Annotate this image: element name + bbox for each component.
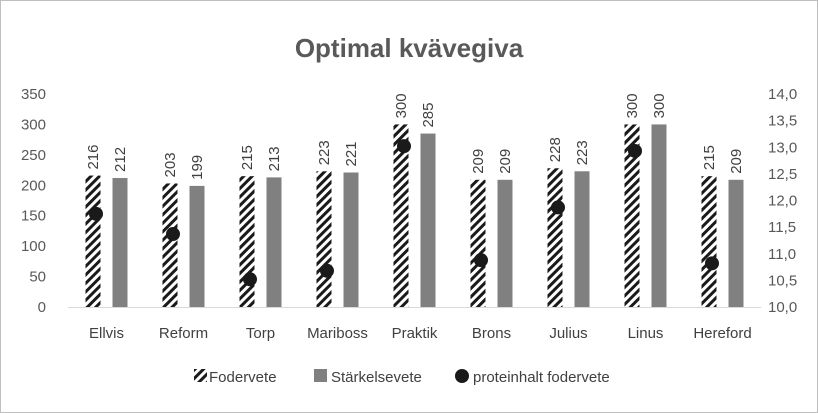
bar-fodervete-reform: [162, 183, 178, 307]
data-label-fodervete-torp: 215: [239, 145, 256, 170]
legend-label-starkelsevete: Stärkelsevete: [331, 369, 422, 386]
bar-fodervete-linus: [624, 124, 640, 307]
legend-swatch-starkelsevete: [314, 369, 327, 382]
data-label-starkelsevete-brons: 209: [497, 149, 514, 174]
point-proteinhalt-julius: [551, 200, 565, 215]
data-labels-group: 216 212 203 199 215 213 223 221 300 285 209 209 228 2…: [85, 93, 745, 179]
category-label-julius: Julius: [549, 325, 587, 342]
point-proteinhalt-torp: [243, 272, 257, 287]
category-label-hereford: Hereford: [693, 325, 751, 342]
bar-starkelsevete-brons: [497, 179, 513, 307]
right-axis-tick-label: 10,5: [768, 272, 797, 289]
right-axis-tick-label: 11,5: [768, 219, 796, 236]
data-label-fodervete-linus: 300: [624, 93, 641, 118]
data-label-starkelsevete-ellvis: 212: [112, 147, 129, 172]
data-label-fodervete-praktik: 300: [393, 93, 410, 118]
legend: Fodervete Stärkelsevete proteinhalt fode…: [194, 369, 610, 386]
left-axis-tick-label: 0: [38, 299, 46, 316]
data-label-fodervete-mariboss: 223: [316, 140, 333, 165]
points-group: [89, 139, 719, 287]
category-label-linus: Linus: [628, 325, 664, 342]
category-label-reform: Reform: [159, 325, 208, 342]
legend-label-fodervete: Fodervete: [209, 369, 277, 386]
chart-title: Optimal kvävegiva: [295, 33, 524, 63]
bar-fodervete-praktik: [393, 124, 409, 307]
right-axis-tick-label: 14,0: [768, 86, 797, 103]
bar-starkelsevete-torp: [266, 177, 282, 307]
category-labels: Ellvis Reform Torp Mariboss Praktik Brons Juli…: [89, 325, 752, 342]
category-label-praktik: Praktik: [392, 325, 438, 342]
left-axis-tick-label: 200: [21, 177, 46, 194]
left-axis-tick-label: 350: [21, 86, 46, 103]
bar-fodervete-torp: [239, 176, 255, 307]
right-axis-tick-label: 11,0: [768, 246, 796, 263]
right-axis-tick-label: 12,5: [768, 166, 797, 183]
bars-group: [85, 124, 744, 307]
right-axis-tick-label: 13,5: [768, 113, 797, 130]
bar-starkelsevete-praktik: [420, 133, 436, 307]
data-label-starkelsevete-hereford: 209: [728, 149, 745, 174]
left-axis-tick-label: 300: [21, 116, 46, 133]
legend-swatch-fodervete: [194, 369, 207, 382]
data-label-fodervete-ellvis: 216: [85, 145, 102, 170]
data-label-fodervete-hereford: 215: [701, 145, 718, 170]
left-axis-tick-label: 50: [29, 269, 46, 286]
category-label-torp: Torp: [246, 325, 275, 342]
data-label-starkelsevete-praktik: 285: [420, 103, 437, 128]
left-axis-tick-label: 250: [21, 147, 46, 164]
point-proteinhalt-brons: [474, 253, 488, 268]
data-label-starkelsevete-mariboss: 221: [343, 141, 360, 166]
right-axis-ticks: 10,0 10,5 11,0 11,5 12,0 12,5 13,0 13,5 14,0: [768, 86, 797, 316]
data-label-starkelsevete-linus: 300: [651, 93, 668, 118]
bar-starkelsevete-hereford: [728, 179, 744, 307]
point-proteinhalt-ellvis: [89, 206, 103, 221]
bar-fodervete-julius: [547, 168, 563, 307]
bar-starkelsevete-ellvis: [112, 177, 128, 307]
data-label-fodervete-reform: 203: [162, 152, 179, 177]
category-label-mariboss: Mariboss: [307, 325, 368, 342]
left-axis-tick-label: 100: [21, 238, 46, 255]
bar-fodervete-ellvis: [85, 175, 101, 307]
point-proteinhalt-reform: [166, 227, 180, 242]
data-label-starkelsevete-torp: 213: [266, 146, 283, 171]
bar-starkelsevete-linus: [651, 124, 667, 307]
data-label-starkelsevete-julius: 223: [574, 140, 591, 165]
right-axis-tick-label: 13,0: [768, 139, 797, 156]
legend-swatch-proteinhalt: [455, 369, 469, 383]
right-axis-tick-label: 12,0: [768, 193, 797, 210]
category-label-brons: Brons: [472, 325, 511, 342]
bar-fodervete-brons: [470, 179, 486, 307]
right-axis-tick-label: 10,0: [768, 299, 797, 316]
point-proteinhalt-mariboss: [320, 263, 334, 278]
bar-fodervete-hereford: [701, 176, 717, 307]
legend-label-proteinhalt: proteinhalt fodervete: [473, 369, 610, 386]
point-proteinhalt-linus: [628, 143, 642, 158]
left-axis-ticks: 0 50 100 150 200 250 300 350: [21, 86, 46, 316]
category-label-ellvis: Ellvis: [89, 325, 124, 342]
data-label-fodervete-brons: 209: [470, 149, 487, 174]
point-proteinhalt-hereford: [705, 256, 719, 271]
bar-fodervete-mariboss: [316, 171, 332, 307]
bar-starkelsevete-reform: [189, 185, 205, 307]
bar-starkelsevete-mariboss: [343, 172, 359, 307]
left-axis-tick-label: 150: [21, 208, 46, 225]
data-label-fodervete-julius: 228: [547, 137, 564, 162]
bar-starkelsevete-julius: [574, 171, 590, 307]
point-proteinhalt-praktik: [397, 139, 411, 154]
data-label-starkelsevete-reform: 199: [189, 155, 206, 180]
